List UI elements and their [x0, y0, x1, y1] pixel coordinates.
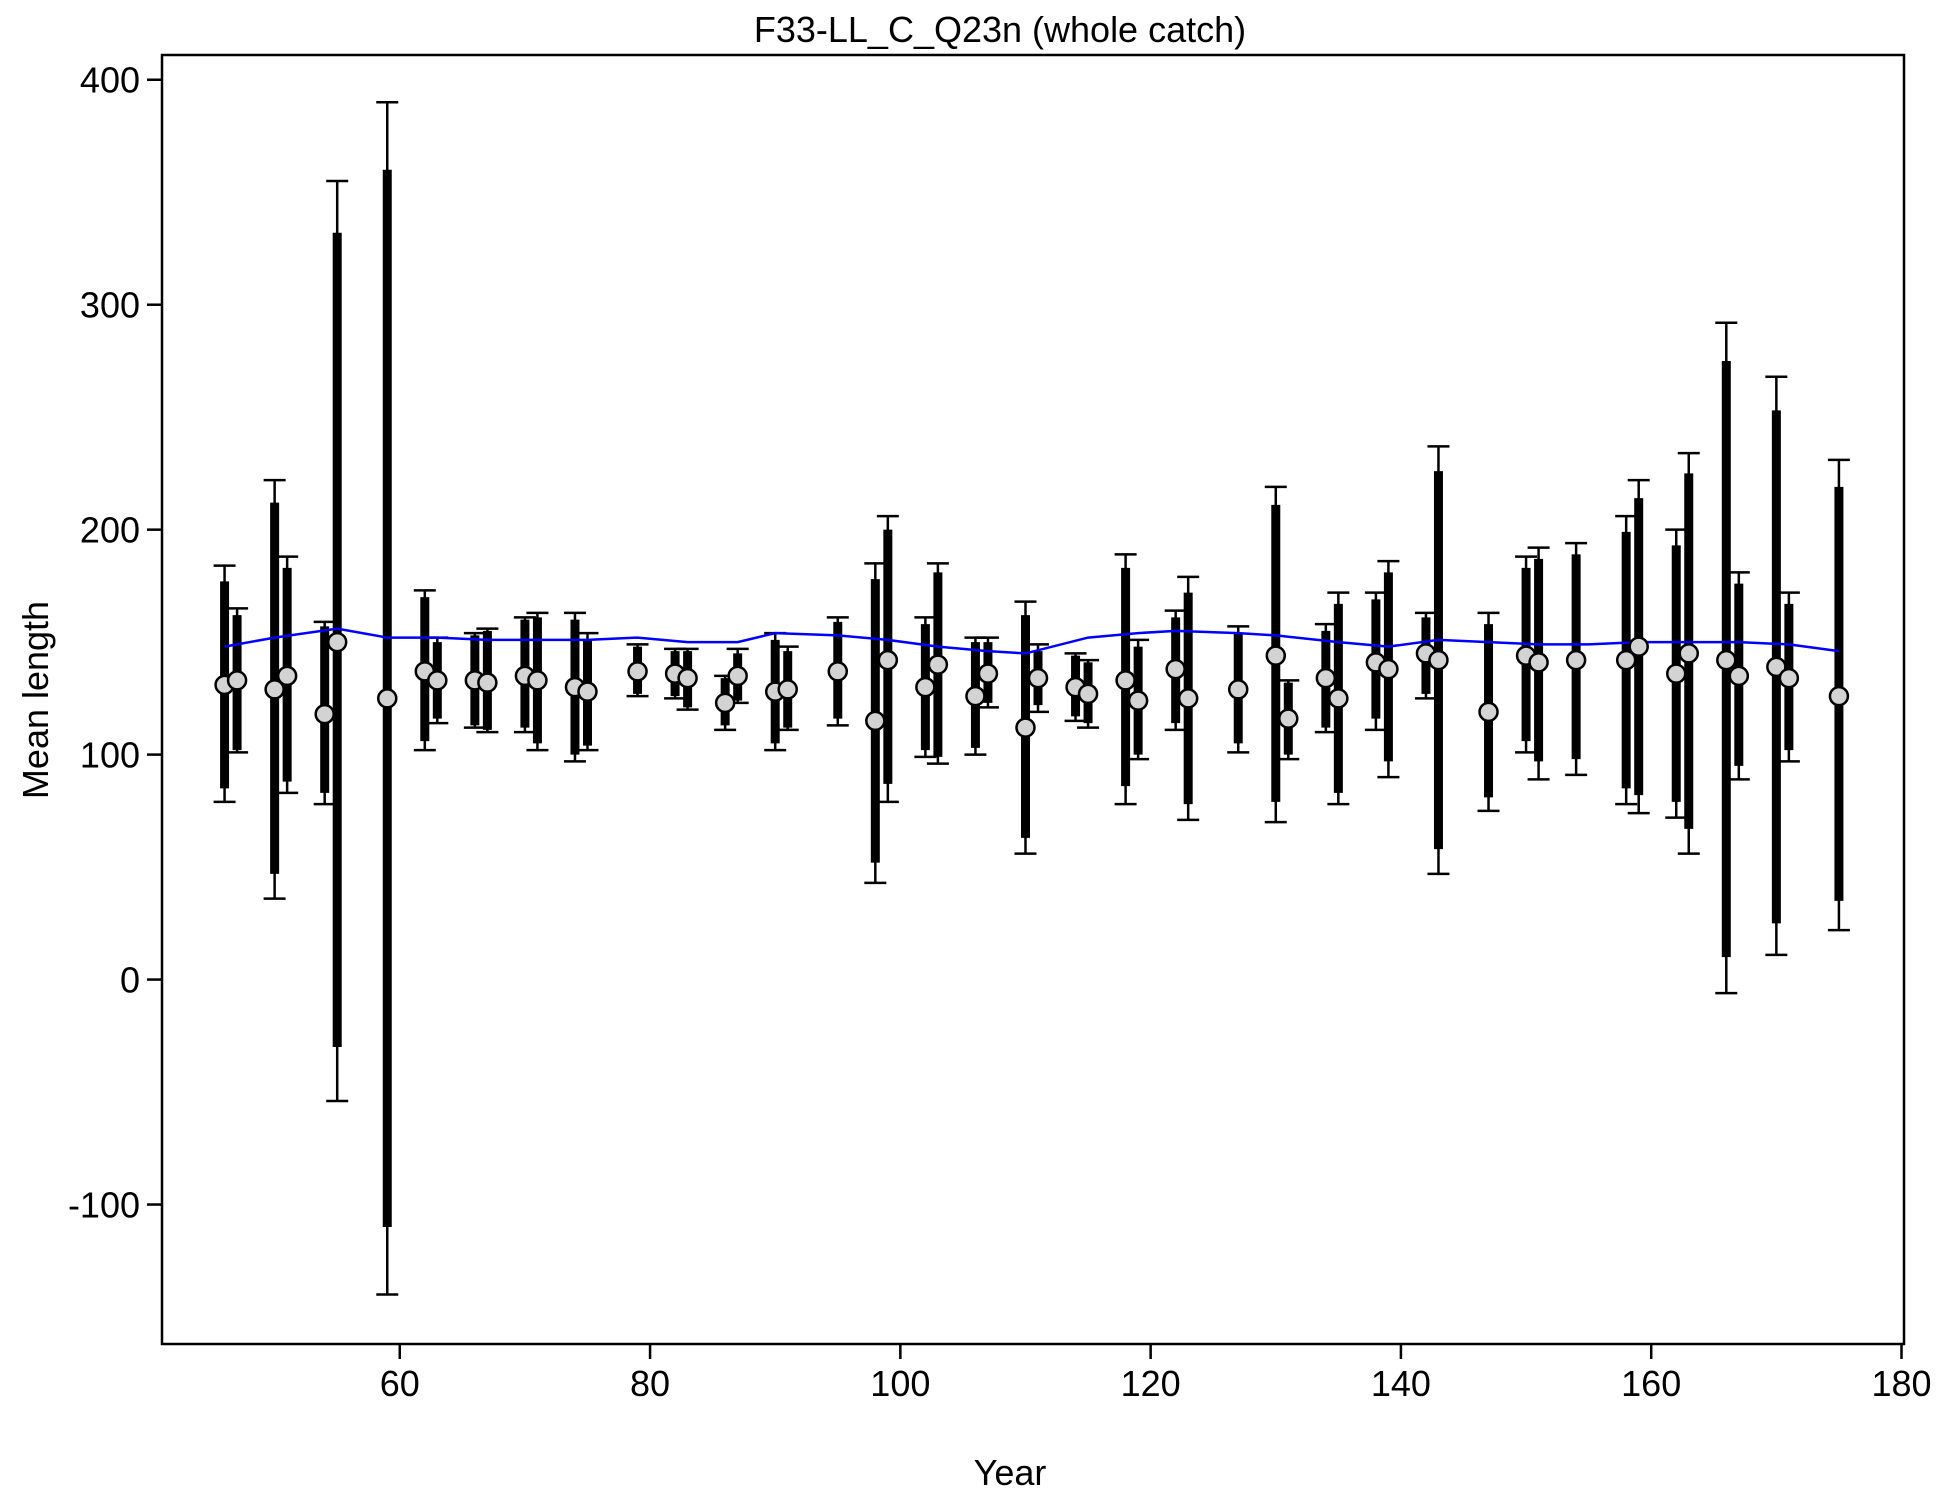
mean-point	[326, 631, 348, 653]
mean-point	[477, 672, 498, 693]
mean-point	[1828, 685, 1850, 707]
x-tick-label: 100	[870, 1363, 930, 1404]
mean-point	[1678, 643, 1700, 664]
mean-point	[1027, 667, 1049, 689]
mean-point	[1528, 652, 1549, 673]
mean-point	[927, 654, 949, 675]
mean-point	[877, 649, 899, 671]
mean-point	[1478, 701, 1499, 723]
mean-point	[314, 703, 335, 725]
mean-point	[1378, 658, 1399, 680]
mean-point	[1716, 649, 1737, 671]
mean-point	[1615, 649, 1637, 671]
mean-point	[427, 670, 448, 691]
mean-point	[1177, 688, 1199, 709]
plot-frame	[160, 53, 1906, 1346]
y-axis-label: Mean length	[15, 601, 56, 799]
mean-point	[226, 670, 248, 691]
mean-point	[1565, 649, 1587, 671]
mean-point	[915, 676, 936, 698]
mean-point	[977, 663, 999, 684]
x-tick-label: 160	[1621, 1363, 1681, 1404]
mean-point	[276, 665, 298, 687]
y-tick-label: 200	[80, 510, 140, 551]
mean-point	[1115, 670, 1136, 691]
y-tick-label: 0	[120, 960, 140, 1001]
y-tick-label: 100	[80, 735, 140, 776]
mean-point	[1628, 636, 1649, 657]
x-axis-label: Year	[974, 1452, 1047, 1493]
mean-point	[1766, 656, 1787, 678]
y-tick-label: 400	[80, 60, 140, 101]
mean-point	[1227, 679, 1249, 700]
mean-point	[827, 661, 849, 682]
mean-point	[627, 661, 648, 682]
mean-point	[1077, 683, 1099, 705]
mean-point	[1278, 708, 1299, 729]
mean-point	[865, 710, 886, 732]
mean-point	[677, 667, 698, 689]
expected-line	[224, 627, 1840, 655]
mean-point	[965, 685, 986, 707]
mean-point	[1315, 667, 1337, 689]
mean-point	[1015, 717, 1036, 738]
mean-point	[377, 688, 398, 709]
chart-title: F33-LL_C_Q23n (whole catch)	[754, 9, 1246, 50]
mean-point	[1165, 658, 1186, 680]
mean-point	[1265, 645, 1287, 666]
x-tick-label: 60	[380, 1363, 420, 1404]
mean-point	[1665, 663, 1687, 684]
mean-point	[777, 679, 798, 700]
mean-point	[1728, 665, 1750, 687]
mean-point	[1328, 688, 1349, 709]
x-tick-label: 120	[1121, 1363, 1181, 1404]
mean-point	[577, 681, 598, 702]
x-tick-label: 180	[1871, 1363, 1931, 1404]
mean-point	[527, 670, 548, 691]
y-tick-label: -100	[68, 1185, 140, 1226]
mean-point	[1778, 667, 1800, 689]
x-tick-label: 80	[630, 1363, 670, 1404]
mean-point	[714, 692, 736, 714]
mean-point	[1127, 690, 1149, 711]
mean-point	[727, 665, 748, 687]
y-tick-label: 300	[80, 285, 140, 326]
mean-point	[1428, 649, 1449, 671]
mean-point	[264, 679, 285, 700]
x-tick-label: 140	[1371, 1363, 1431, 1404]
